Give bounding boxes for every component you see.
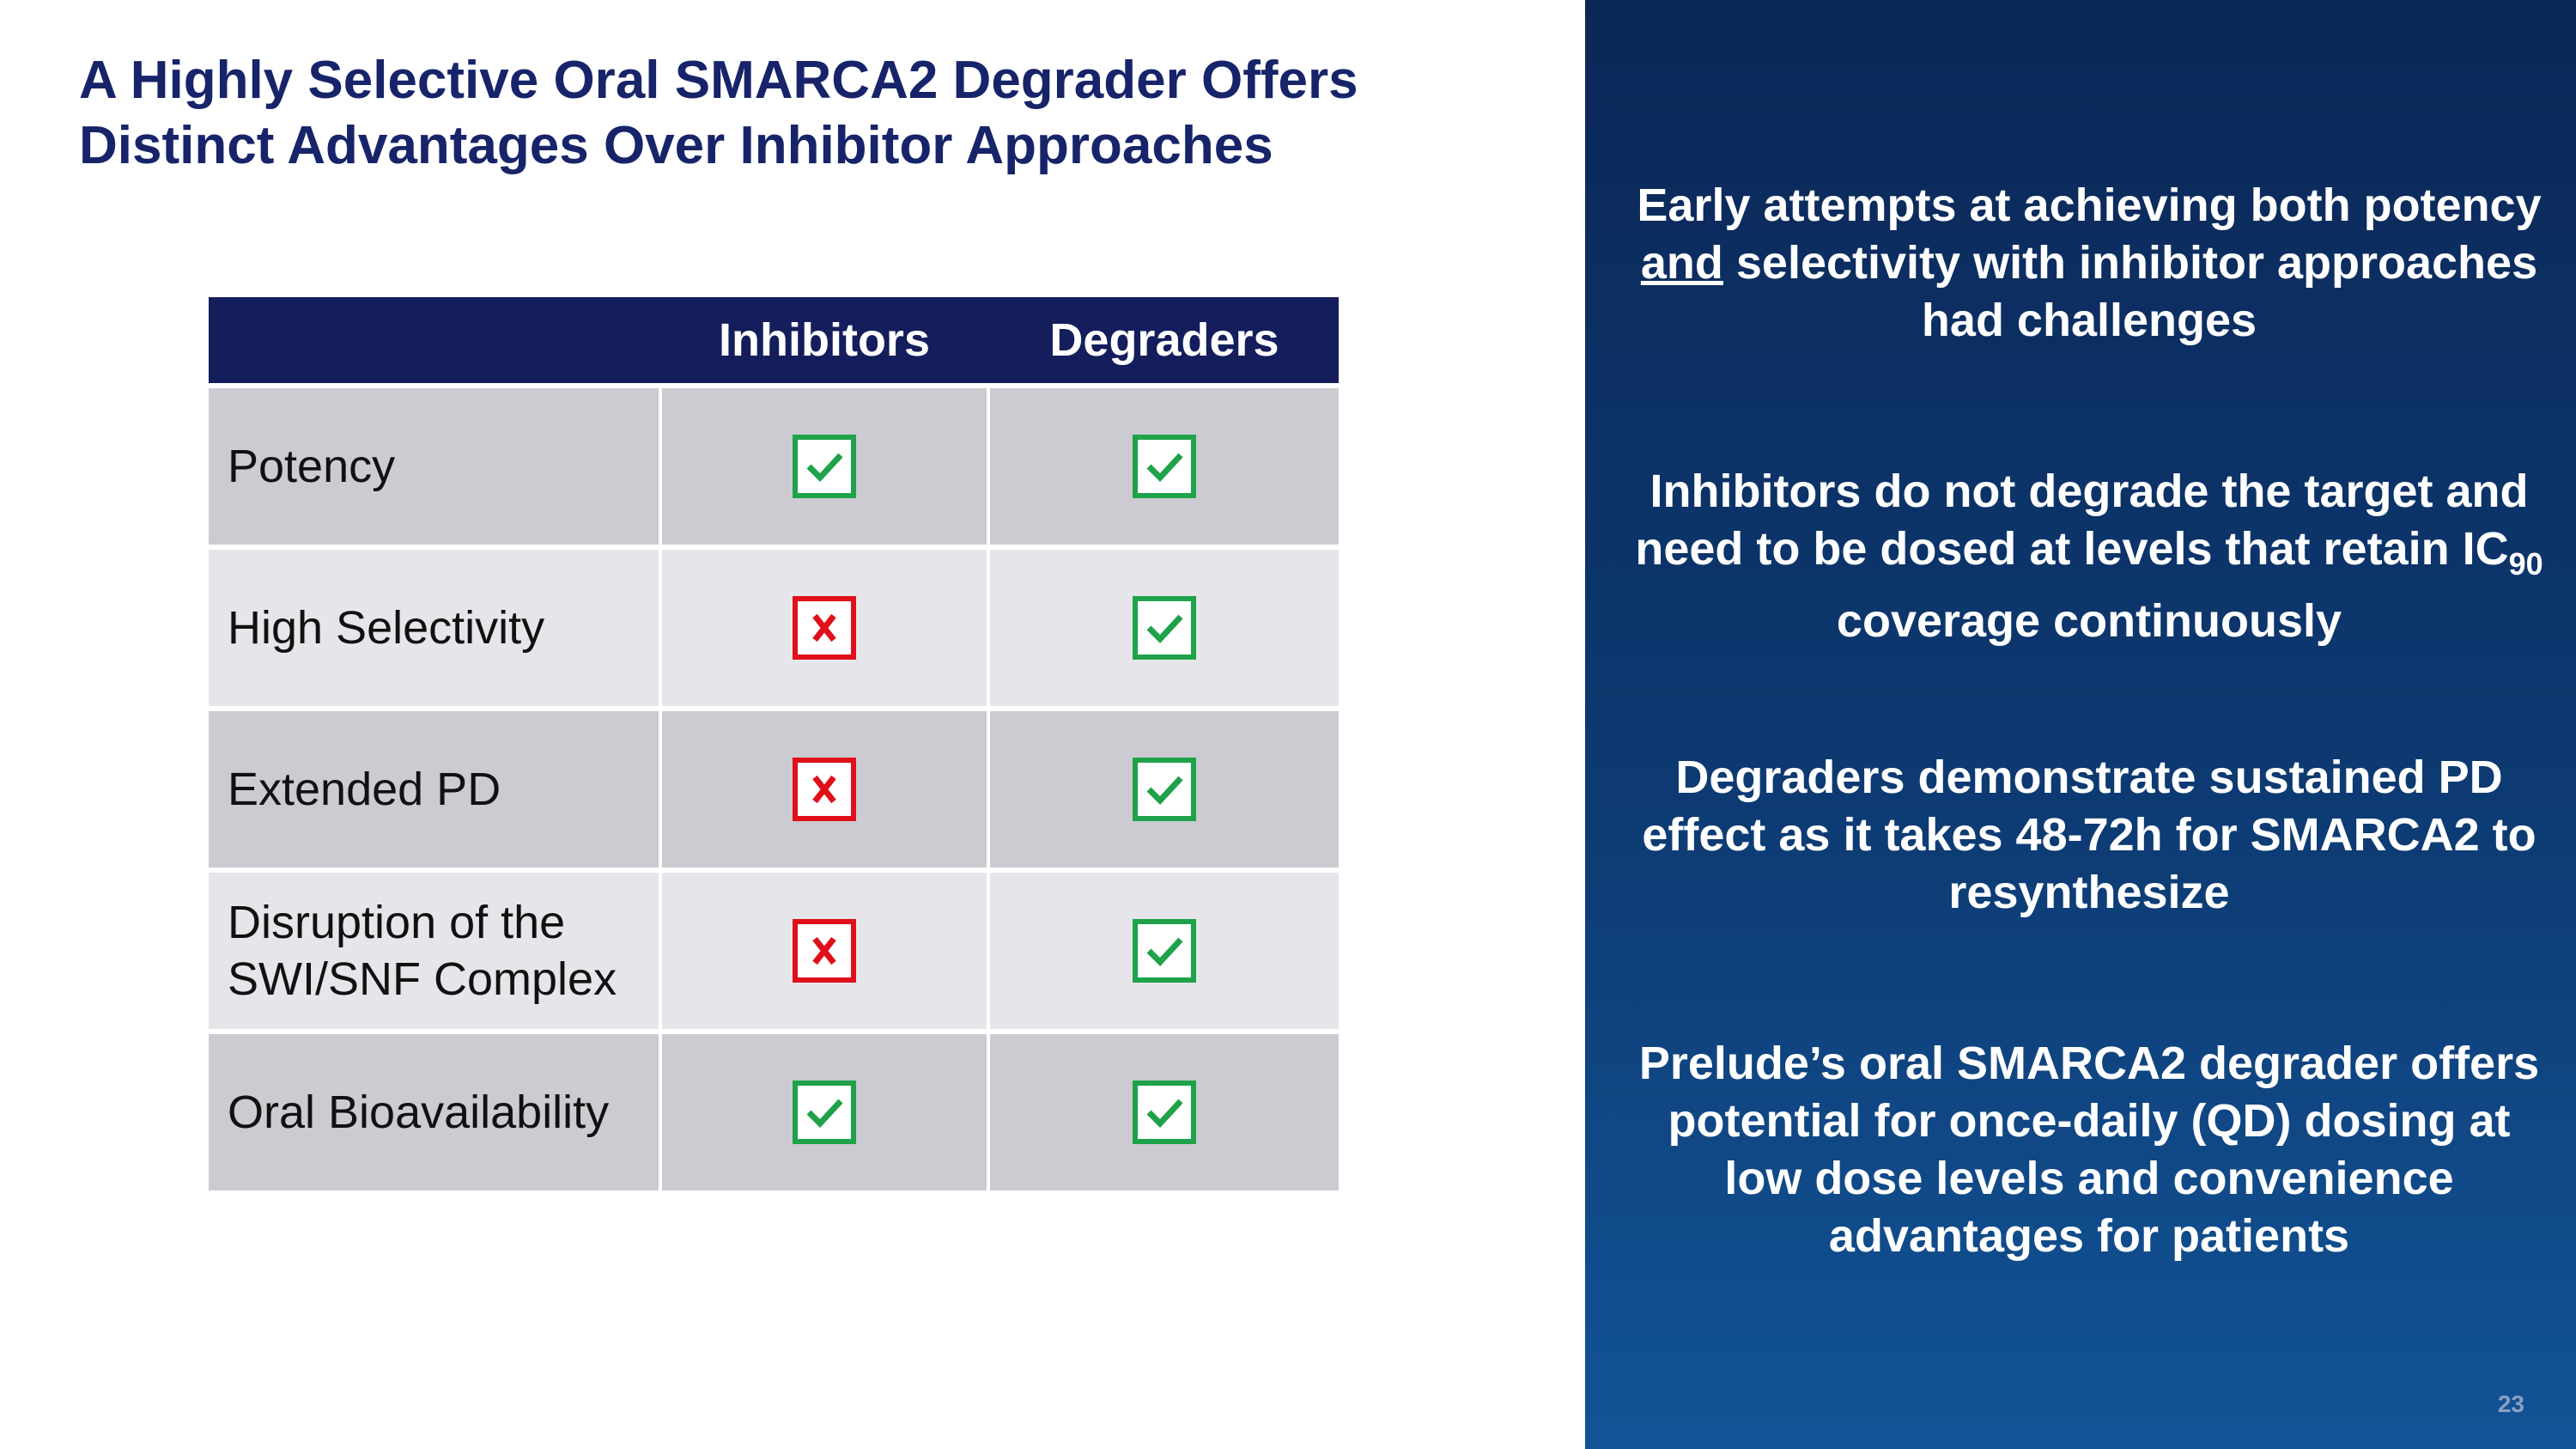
- status-cell: [990, 1034, 1339, 1190]
- check-mark: [1146, 453, 1183, 483]
- cross-icon: [793, 596, 856, 660]
- text-span: 90: [2508, 545, 2543, 581]
- status-cell: [990, 873, 1339, 1029]
- check-mark: [1146, 937, 1183, 967]
- panel-paragraph: Inhibitors do not degrade the target and…: [1634, 463, 2544, 749]
- icon-box: [793, 758, 856, 821]
- status-cell: [662, 711, 987, 868]
- table-row: Extended PD: [209, 711, 1339, 868]
- row-label: Disruption of the SWI/SNF Complex: [209, 873, 659, 1029]
- check-icon: [1133, 596, 1196, 660]
- text-span: Degraders demonstrate sustained PD effec…: [1642, 752, 2537, 918]
- text-span: selectivity with inhibitor approaches ha…: [1722, 237, 2538, 346]
- check-mark: [1146, 1099, 1183, 1129]
- check-mark: [1146, 614, 1183, 644]
- header-cell: Degraders: [990, 297, 1339, 383]
- header-cell: [209, 297, 659, 383]
- panel-paragraph: Prelude’s oral SMARCA2 degrader offers p…: [1634, 1035, 2544, 1321]
- icon-box: [1133, 919, 1196, 983]
- cross-icon: [793, 919, 856, 983]
- title-line: A Highly Selective Oral SMARCA2 Degrader…: [79, 51, 1358, 110]
- table-header: Inhibitors Degraders: [209, 297, 1339, 383]
- text-span: Early attempts at achieving both potency: [1637, 180, 2542, 231]
- cross-mark: [812, 936, 836, 965]
- status-cell: [662, 550, 987, 706]
- icon-box: [793, 596, 856, 660]
- table-row: Disruption of the SWI/SNF Complex: [209, 873, 1339, 1029]
- header-cell: Inhibitors: [662, 297, 987, 383]
- table-row: Potency: [209, 388, 1339, 545]
- check-icon: [1133, 1081, 1196, 1144]
- cross-icon: [793, 758, 856, 821]
- status-cell: [990, 711, 1339, 868]
- check-icon: [793, 435, 856, 498]
- table-row: Oral Bioavailability: [209, 1034, 1339, 1190]
- panel-paragraph: Degraders demonstrate sustained PD effec…: [1634, 749, 2544, 1035]
- comparison-table: Inhibitors Degraders Potency High Selecti…: [209, 297, 1339, 1196]
- status-cell: [662, 873, 987, 1029]
- title-line: Distinct Advantages Over Inhibitor Appro…: [79, 116, 1273, 175]
- text-span: Prelude’s oral SMARCA2 degrader offers p…: [1638, 1038, 2540, 1262]
- slide-title: A Highly Selective Oral SMARCA2 Degrader…: [79, 48, 1358, 179]
- side-panel: [1585, 0, 2576, 1449]
- icon-box: [1133, 435, 1196, 498]
- table-row: High Selectivity: [209, 550, 1339, 706]
- text-span: Inhibitors do not degrade the target and…: [1635, 466, 2529, 575]
- icon-box: [1133, 1081, 1196, 1144]
- check-icon: [1133, 919, 1196, 983]
- check-icon: [1133, 435, 1196, 498]
- row-label: Extended PD: [209, 711, 659, 868]
- text-span: coverage continuously: [1836, 594, 2342, 647]
- cross-mark: [812, 613, 836, 642]
- cross-mark: [812, 775, 836, 804]
- icon-box: [1133, 758, 1196, 821]
- page-number: 23: [2497, 1391, 2524, 1417]
- row-label: High Selectivity: [209, 550, 659, 706]
- status-cell: [662, 388, 987, 545]
- panel-paragraph: Early attempts at achieving both potency…: [1634, 177, 2544, 463]
- check-mark: [806, 453, 843, 483]
- panel-text: Early attempts at achieving both potency…: [1634, 177, 2544, 1321]
- icon-box: [1133, 596, 1196, 660]
- check-icon: [793, 1081, 856, 1144]
- icon-box: [793, 1081, 856, 1144]
- status-cell: [990, 550, 1339, 706]
- check-mark: [806, 1099, 843, 1129]
- check-icon: [1133, 758, 1196, 821]
- status-cell: [990, 388, 1339, 545]
- text-span: and: [1640, 237, 1723, 289]
- icon-box: [793, 435, 856, 498]
- check-mark: [1146, 776, 1183, 806]
- status-cell: [662, 1034, 987, 1190]
- row-label: Potency: [209, 388, 659, 545]
- row-label: Oral Bioavailability: [209, 1034, 659, 1190]
